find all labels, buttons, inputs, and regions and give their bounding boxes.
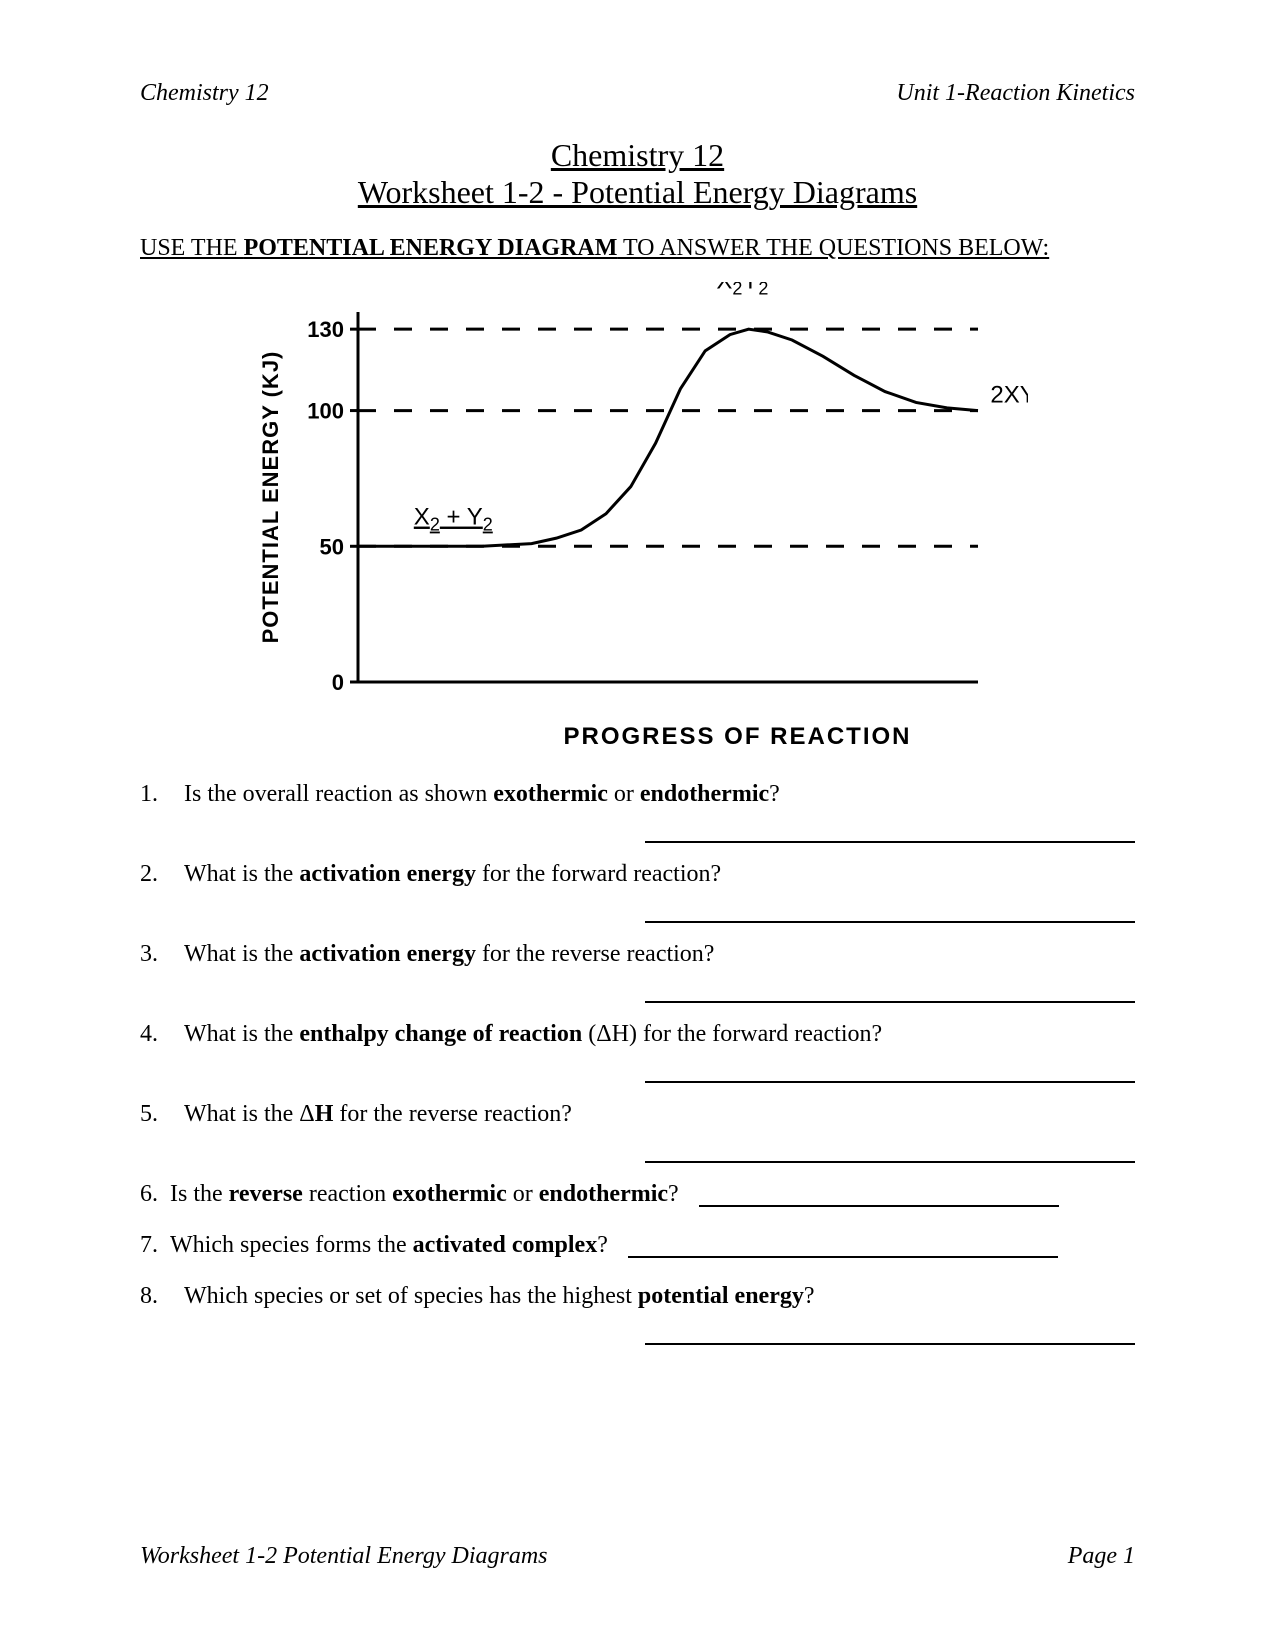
title-line2: Worksheet 1-2 - Potential Energy Diagram… bbox=[358, 174, 917, 210]
answer-blank[interactable] bbox=[140, 816, 1135, 843]
instruction-pre: USE THE bbox=[140, 235, 244, 261]
instruction-bold: POTENTIAL ENERGY DIAGRAM bbox=[244, 235, 618, 261]
page-footer: Worksheet 1-2 Potential Energy Diagrams … bbox=[140, 1543, 1135, 1570]
header-left: Chemistry 12 bbox=[140, 80, 269, 107]
question-number: 3. bbox=[140, 941, 184, 968]
question-number: 8. bbox=[140, 1283, 184, 1310]
question-row: 6. Is the reverse reaction exothermic or… bbox=[140, 1181, 1135, 1208]
question-number: 1. bbox=[140, 781, 184, 808]
instruction-line: USE THE POTENTIAL ENERGY DIAGRAM TO ANSW… bbox=[140, 235, 1135, 262]
question-list: 1.Is the overall reaction as shown exoth… bbox=[140, 781, 1135, 1345]
x-axis-label: PROGRESS OF REACTION bbox=[448, 723, 1028, 751]
title-block: Chemistry 12 Worksheet 1-2 - Potential E… bbox=[140, 137, 1135, 211]
question-row: 2.What is the activation energy for the … bbox=[140, 861, 1135, 888]
answer-blank[interactable] bbox=[140, 1136, 1135, 1163]
answer-blank[interactable] bbox=[140, 1318, 1135, 1345]
answer-blank[interactable] bbox=[140, 1056, 1135, 1083]
svg-text:X2Y2: X2Y2 bbox=[716, 282, 768, 298]
svg-text:100: 100 bbox=[307, 399, 344, 424]
question-row: 3.What is the activation energy for the … bbox=[140, 941, 1135, 968]
pe-chart: 0 50 100 130 POTENTIAL ENERGY (KJ) X2Y2 2XY X2 … bbox=[248, 282, 1028, 751]
question-text: What is the activation energy for the fo… bbox=[184, 861, 1135, 888]
question-number: 5. bbox=[140, 1101, 184, 1128]
question-text: 6. Is the reverse reaction exothermic or… bbox=[140, 1181, 679, 1208]
question-row: 4.What is the enthalpy change of reactio… bbox=[140, 1021, 1135, 1048]
instruction-post: TO ANSWER THE QUESTIONS BELOW: bbox=[617, 235, 1049, 261]
worksheet-page: Chemistry 12 Unit 1-Reaction Kinetics Ch… bbox=[0, 0, 1275, 1650]
svg-text:POTENTIAL ENERGY (KJ): POTENTIAL ENERGY (KJ) bbox=[258, 351, 283, 644]
question-row: 8.Which species or set of species has th… bbox=[140, 1283, 1135, 1310]
answer-blank[interactable] bbox=[699, 1181, 1059, 1207]
answer-blank[interactable] bbox=[140, 976, 1135, 1003]
footer-left: Worksheet 1-2 Potential Energy Diagrams bbox=[140, 1543, 548, 1570]
question-text: What is the ΔH for the reverse reaction? bbox=[184, 1101, 1135, 1128]
question-text: Is the overall reaction as shown exother… bbox=[184, 781, 1135, 808]
question-row: 5.What is the ΔH for the reverse reactio… bbox=[140, 1101, 1135, 1128]
footer-right: Page 1 bbox=[1068, 1543, 1135, 1570]
question-text: What is the enthalpy change of reaction … bbox=[184, 1021, 1135, 1048]
header-right: Unit 1-Reaction Kinetics bbox=[896, 80, 1135, 107]
answer-blank[interactable] bbox=[140, 896, 1135, 923]
question-number: 4. bbox=[140, 1021, 184, 1048]
question-number: 2. bbox=[140, 861, 184, 888]
svg-text:130: 130 bbox=[307, 317, 344, 342]
title-line1: Chemistry 12 bbox=[551, 137, 724, 173]
question-row: 1.Is the overall reaction as shown exoth… bbox=[140, 781, 1135, 808]
svg-text:X2 + Y2: X2 + Y2 bbox=[413, 504, 492, 535]
question-text: What is the activation energy for the re… bbox=[184, 941, 1135, 968]
page-header: Chemistry 12 Unit 1-Reaction Kinetics bbox=[140, 80, 1135, 107]
question-text: 7. Which species forms the activated com… bbox=[140, 1232, 608, 1259]
svg-text:0: 0 bbox=[331, 670, 343, 695]
svg-text:2XY: 2XY bbox=[990, 381, 1028, 408]
question-row: 7. Which species forms the activated com… bbox=[140, 1232, 1135, 1259]
question-text: Which species or set of species has the … bbox=[184, 1283, 1135, 1310]
svg-text:50: 50 bbox=[319, 534, 343, 559]
pe-chart-svg: 0 50 100 130 POTENTIAL ENERGY (KJ) X2Y2 2XY X2 … bbox=[248, 282, 1028, 712]
answer-blank[interactable] bbox=[628, 1232, 1058, 1258]
